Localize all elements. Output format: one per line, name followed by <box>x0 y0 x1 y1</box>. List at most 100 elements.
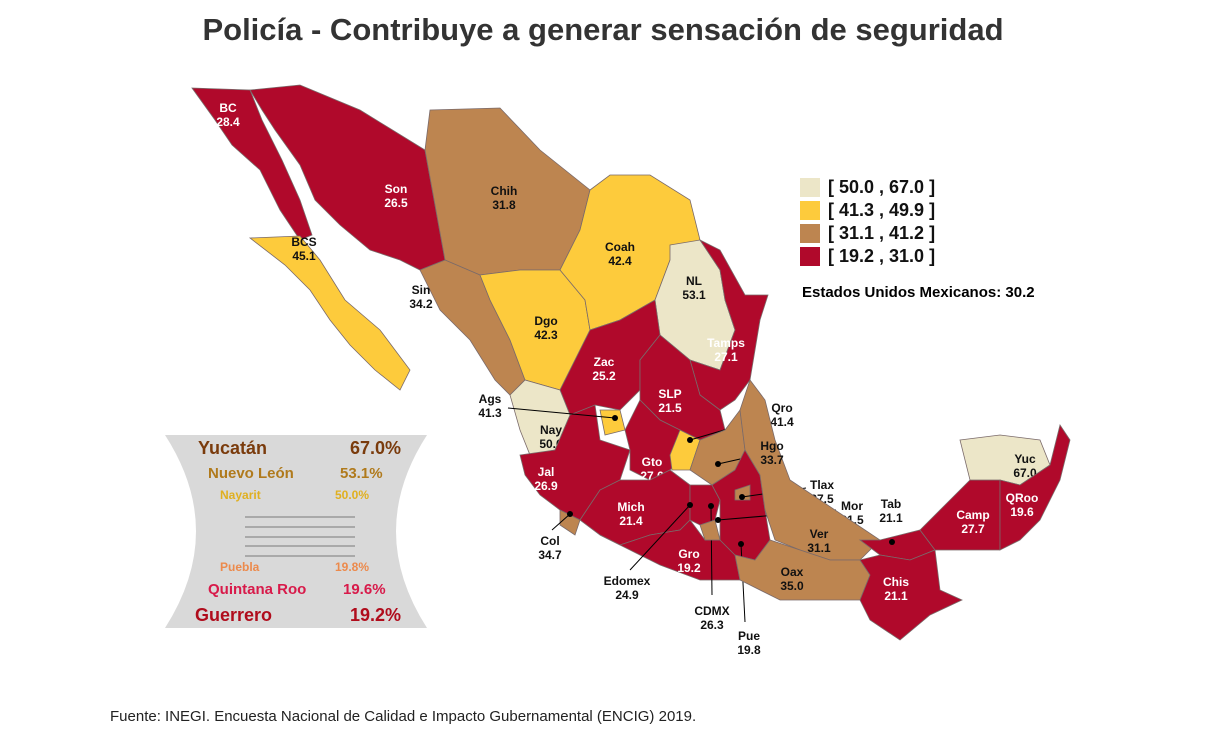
legend-swatch <box>800 224 820 243</box>
source-note: Fuente: INEGI. Encuesta Nacional de Cali… <box>110 708 697 725</box>
national-value: Estados Unidos Mexicanos: 30.2 <box>802 284 1035 301</box>
ranking-value: 53.1% <box>340 465 383 482</box>
svg-text:NL: NL <box>686 274 702 288</box>
map-title: Policía - Contribuye a generar sensación… <box>202 12 1004 47</box>
svg-text:QRoo: QRoo <box>1006 491 1039 505</box>
svg-text:Pue: Pue <box>738 629 760 643</box>
svg-text:Tamps: Tamps <box>707 336 745 350</box>
ranking-box: Yucatán 67.0% Nuevo León 53.1% Nayarit 5… <box>165 435 427 628</box>
ranking-name: Nayarit <box>220 488 261 502</box>
svg-text:21.1: 21.1 <box>884 589 908 603</box>
legend: [ 50.0 , 67.0 ] [ 41.3 , 49.9 ] [ 31.1 ,… <box>800 176 935 268</box>
svg-text:41.4: 41.4 <box>770 415 794 429</box>
svg-text:SLP: SLP <box>658 387 681 401</box>
svg-text:19.2: 19.2 <box>677 561 701 575</box>
svg-text:19.8: 19.8 <box>737 643 761 657</box>
legend-label: [ 19.2 , 31.0 ] <box>828 246 936 266</box>
legend-label: [ 50.0 , 67.0 ] <box>828 177 936 197</box>
svg-text:42.3: 42.3 <box>534 328 558 342</box>
svg-text:41.3: 41.3 <box>478 406 502 420</box>
svg-text:Dgo: Dgo <box>534 314 557 328</box>
svg-text:Ags: Ags <box>479 392 502 406</box>
svg-text:Gro: Gro <box>678 547 699 561</box>
svg-text:Yuc: Yuc <box>1014 452 1036 466</box>
svg-text:Mich: Mich <box>617 500 644 514</box>
svg-text:BC: BC <box>219 101 237 115</box>
svg-text:27.1: 27.1 <box>714 350 738 364</box>
svg-text:Jal: Jal <box>538 465 555 479</box>
svg-text:Col: Col <box>540 534 559 548</box>
svg-text:21.5: 21.5 <box>658 401 682 415</box>
legend-item: [ 41.3 , 49.9 ] <box>800 199 935 222</box>
svg-text:Camp: Camp <box>956 508 989 522</box>
svg-text:Mor: Mor <box>841 499 863 513</box>
state-Hgo-abbr: Hgo <box>760 439 783 453</box>
legend-item: [ 50.0 , 67.0 ] <box>800 176 935 199</box>
svg-text:26.3: 26.3 <box>700 618 724 632</box>
svg-text:Sin: Sin <box>412 283 431 297</box>
svg-text:53.1: 53.1 <box>682 288 706 302</box>
state-Hgo-value: 33.7 <box>760 453 784 467</box>
svg-text:19.6: 19.6 <box>1010 505 1034 519</box>
svg-text:28.4: 28.4 <box>216 115 240 129</box>
svg-text:Gto: Gto <box>642 455 663 469</box>
svg-text:Chih: Chih <box>491 184 518 198</box>
legend-swatch <box>800 178 820 197</box>
svg-text:Chis: Chis <box>883 575 909 589</box>
ranking-value: 19.8% <box>335 560 370 574</box>
svg-text:21.4: 21.4 <box>619 514 643 528</box>
svg-text:21.1: 21.1 <box>879 511 903 525</box>
svg-text:31.1: 31.1 <box>807 541 831 555</box>
svg-text:35.0: 35.0 <box>780 579 804 593</box>
ranking-value: 50.0% <box>335 488 370 502</box>
svg-text:Nay: Nay <box>540 423 562 437</box>
svg-text:24.9: 24.9 <box>615 588 639 602</box>
legend-label: [ 41.3 , 49.9 ] <box>828 200 936 220</box>
svg-text:26.5: 26.5 <box>384 196 408 210</box>
svg-text:42.4: 42.4 <box>608 254 632 268</box>
svg-text:BCS: BCS <box>291 235 316 249</box>
svg-text:Coah: Coah <box>605 240 635 254</box>
svg-text:Ver: Ver <box>810 527 829 541</box>
ranking-name: Nuevo León <box>208 465 294 482</box>
ranking-value: 67.0% <box>350 438 402 458</box>
svg-text:34.2: 34.2 <box>409 297 433 311</box>
legend-item: [ 31.1 , 41.2 ] <box>800 222 935 245</box>
svg-text:34.7: 34.7 <box>538 548 562 562</box>
ranking-value: 19.6% <box>343 581 386 598</box>
svg-text:CDMX: CDMX <box>694 604 729 618</box>
legend-item: [ 19.2 , 31.0 ] <box>800 245 935 268</box>
svg-text:25.2: 25.2 <box>592 369 616 383</box>
legend-label: [ 31.1 , 41.2 ] <box>828 223 936 243</box>
svg-text:Son: Son <box>385 182 408 196</box>
svg-text:26.9: 26.9 <box>534 479 558 493</box>
ranking-name: Quintana Roo <box>208 581 307 598</box>
svg-text:Edomex: Edomex <box>604 574 651 588</box>
svg-text:67.0: 67.0 <box>1013 466 1037 480</box>
svg-text:Tab: Tab <box>881 497 901 511</box>
callout-labels-top: Hgo 33.7 <box>760 439 784 467</box>
svg-text:31.8: 31.8 <box>492 198 516 212</box>
ranking-name: Yucatán <box>198 438 268 458</box>
svg-text:Qro: Qro <box>771 401 792 415</box>
svg-text:Tlax: Tlax <box>810 478 834 492</box>
svg-text:27.7: 27.7 <box>961 522 985 536</box>
svg-text:Zac: Zac <box>594 355 615 369</box>
ranking-name: Puebla <box>220 560 260 574</box>
ranking-name: Guerrero <box>195 605 273 625</box>
